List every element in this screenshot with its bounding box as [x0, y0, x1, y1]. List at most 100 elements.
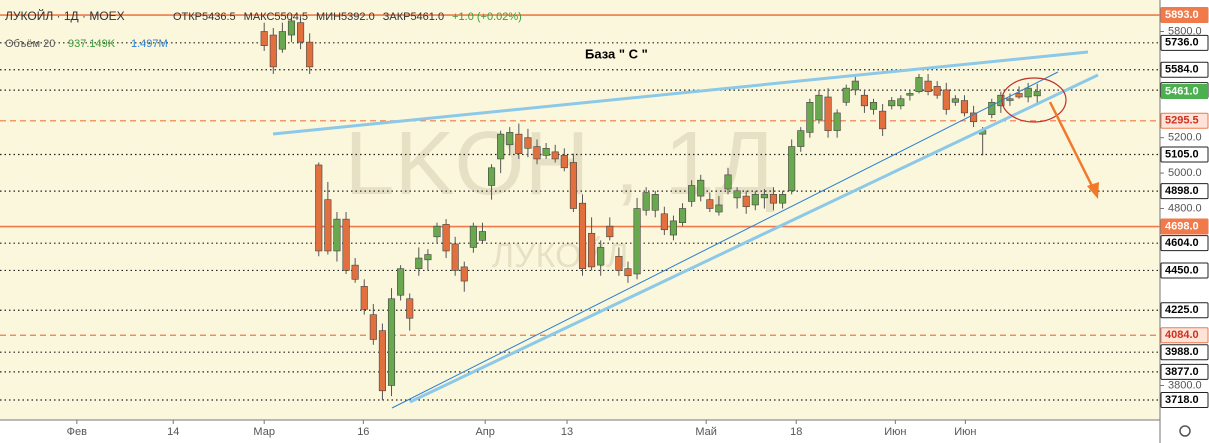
candle-body	[888, 100, 896, 107]
candle-body	[924, 80, 932, 92]
level-label-box	[1160, 183, 1209, 200]
level-label-box	[1160, 218, 1209, 235]
level-label: 5893.0	[1165, 9, 1199, 21]
candle-body	[788, 146, 796, 192]
x-tick-label: Июн	[954, 426, 976, 438]
y-tick-label: 5200.0	[1168, 132, 1202, 144]
level-label: 4225.0	[1165, 304, 1199, 316]
candle-body	[551, 151, 559, 160]
candle-body	[306, 41, 314, 68]
x-tick-label: 18	[790, 426, 802, 438]
header-value: +1.0 (+0.02%)	[452, 11, 522, 23]
candle-body	[387, 298, 396, 386]
level-label: 5295.5	[1165, 115, 1199, 127]
candle-body	[287, 20, 296, 36]
candle-body	[833, 112, 841, 131]
level-label: 4698.0	[1165, 220, 1199, 232]
candle-body	[488, 167, 496, 186]
trend-line	[272, 50, 1089, 136]
candle-body	[733, 190, 741, 199]
level-label-box	[1160, 146, 1209, 163]
candle-body	[706, 199, 714, 209]
candle-body	[688, 185, 696, 202]
header-value: МИН5392.0	[316, 11, 375, 23]
candle-body	[378, 330, 386, 392]
candle-body	[415, 257, 423, 269]
header-value: ЗАКР5461.0	[383, 11, 444, 23]
candle-body	[469, 225, 477, 248]
candle-body	[697, 179, 705, 197]
candle-body	[824, 96, 832, 131]
header-values: ОТКР5436.5 МАКС5504.5 МИН5392.0 ЗАКР5461.0 +…	[173, 11, 522, 23]
x-tick-label: Фев	[67, 426, 87, 438]
trend-line	[391, 71, 1059, 409]
candle-body	[324, 199, 332, 252]
level-label-box	[1160, 302, 1209, 319]
volume-ma: 1.497M	[131, 38, 168, 50]
axes: 5800.0 5200.0 5000.0 4800.0 3800.0 5893.0 5736…	[67, 7, 1209, 438]
level-label: 3988.0	[1165, 346, 1199, 358]
candle-body	[578, 202, 587, 269]
candle-body	[560, 155, 568, 169]
candle-body	[624, 268, 632, 277]
x-tick-label: Мар	[253, 426, 275, 438]
candle-body	[633, 208, 641, 275]
settings-icon[interactable]	[1179, 425, 1191, 437]
candle-body	[779, 194, 787, 204]
candle-body	[915, 77, 923, 92]
level-label: 4084.0	[1165, 329, 1199, 341]
candle-body	[806, 102, 814, 133]
candles	[260, 15, 1041, 400]
candle-body	[869, 102, 878, 110]
candle-body	[451, 243, 459, 271]
candle-body	[642, 192, 650, 211]
level-label: 5584.0	[1165, 64, 1199, 76]
time-axis-background	[0, 420, 1160, 443]
watermark: LKOH , 1Д	[344, 114, 775, 214]
level-label: 4450.0	[1165, 264, 1199, 276]
trend-line	[409, 73, 1099, 404]
candle-body	[1015, 93, 1023, 98]
candle-body	[1024, 87, 1032, 98]
candle-body	[842, 87, 850, 103]
x-tick-label: Июн	[884, 426, 906, 438]
candle-body	[942, 89, 950, 110]
volume-value: 937.149K	[68, 38, 116, 50]
candle-body	[669, 220, 677, 236]
level-label: 4898.0	[1165, 185, 1199, 197]
candle-body	[497, 133, 505, 160]
candle-body	[506, 132, 514, 146]
level-label: 5736.0	[1165, 37, 1199, 49]
candle-body	[1006, 98, 1014, 101]
candle-body	[897, 98, 905, 107]
header-value: ОТКР5436.5	[173, 11, 236, 23]
candle-body	[515, 133, 523, 154]
candle-body	[542, 148, 550, 156]
candle-body	[260, 31, 268, 46]
candle-body	[742, 195, 750, 208]
x-tick-label: 16	[357, 426, 369, 438]
candle-body	[860, 94, 868, 107]
level-label-box	[1160, 235, 1209, 252]
candle-body	[460, 266, 468, 282]
candle-body	[660, 213, 668, 231]
level-label-box	[1160, 112, 1209, 129]
level-label-box	[1160, 262, 1209, 279]
x-tick-label: 14	[167, 426, 179, 438]
level-label: 5105.0	[1165, 148, 1199, 160]
candle-body	[342, 218, 350, 271]
y-tick-label: 3800.0	[1168, 379, 1202, 391]
candle-body	[333, 218, 341, 252]
candle-body	[606, 225, 614, 238]
candle-body	[478, 231, 487, 241]
candle-body	[297, 22, 305, 43]
candle-body	[351, 264, 359, 280]
candle-body	[424, 254, 432, 261]
symbol: ЛУКОЙЛ · 1Д · MOEX	[5, 8, 125, 23]
last-price-box	[1161, 84, 1208, 100]
candle-body	[524, 137, 532, 149]
level-label-box	[1160, 61, 1209, 78]
candle-body	[406, 298, 414, 319]
level-label: 4604.0	[1165, 237, 1199, 249]
